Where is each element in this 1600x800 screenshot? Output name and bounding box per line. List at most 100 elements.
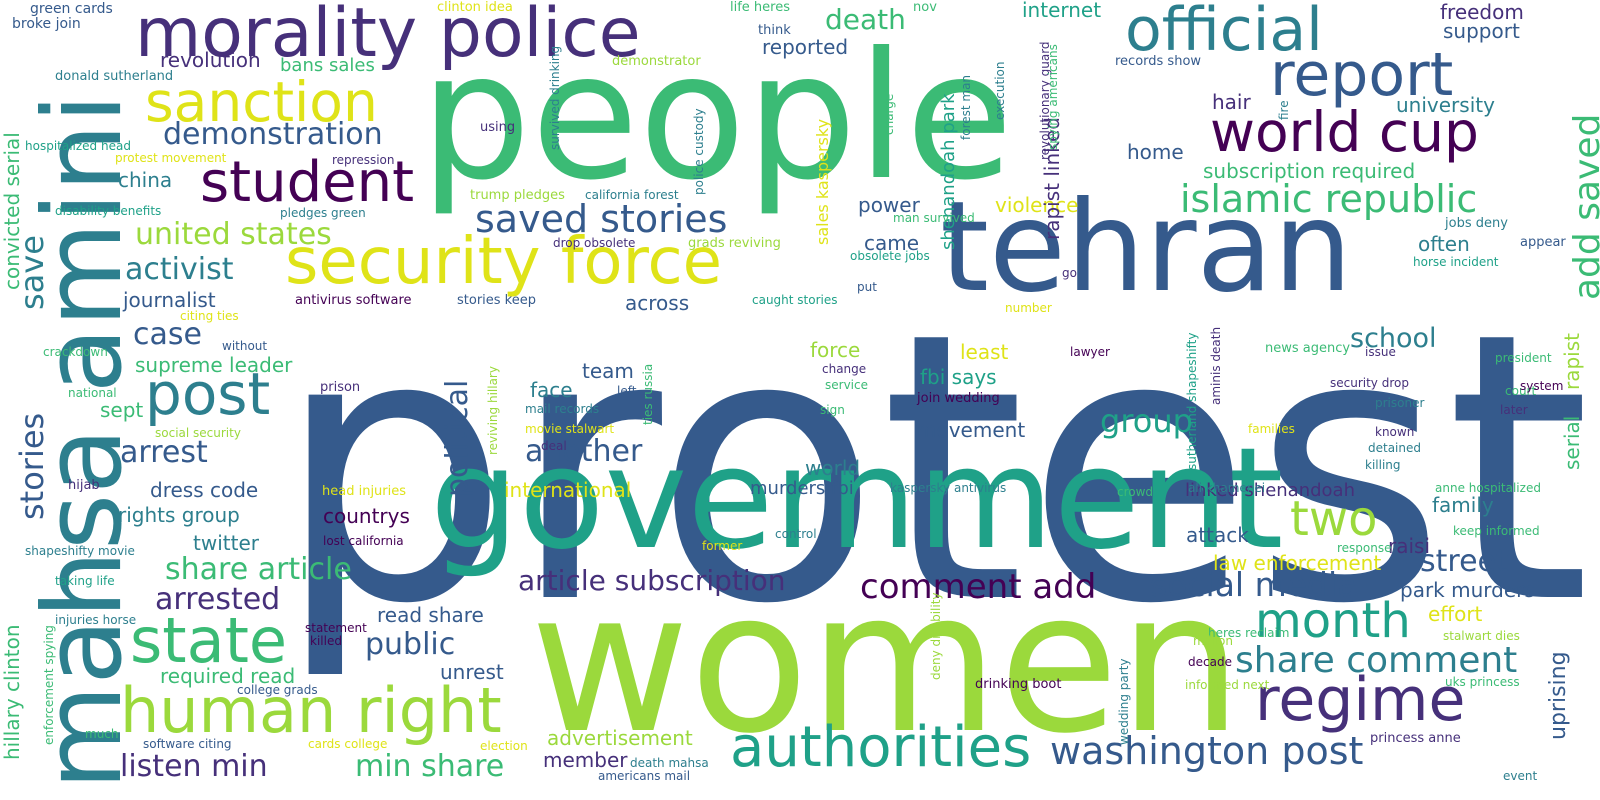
- cloud-word: mail records: [525, 402, 600, 416]
- cloud-word: appear: [1520, 235, 1566, 250]
- cloud-word: came: [864, 231, 920, 255]
- cloud-word: detained: [1368, 441, 1421, 455]
- cloud-word: forest man: [959, 74, 973, 140]
- cloud-word: revolution: [160, 48, 261, 72]
- cloud-word: change: [822, 362, 867, 376]
- cloud-word: software citing: [143, 737, 232, 751]
- cloud-word: subscription required: [1203, 159, 1416, 183]
- cloud-word: response: [1337, 541, 1392, 555]
- cloud-word: often: [1418, 232, 1470, 256]
- cloud-word: former: [702, 539, 743, 553]
- cloud-word: min share: [355, 749, 505, 784]
- cloud-word: team: [582, 359, 634, 383]
- cloud-word: green cards: [30, 1, 113, 17]
- cloud-word: fbi says: [920, 365, 997, 389]
- cloud-word: anne hospitalized: [1435, 481, 1541, 495]
- cloud-word: stalwart dies: [1443, 629, 1520, 643]
- cloud-word: rights group: [118, 503, 240, 527]
- cloud-word: arrest: [120, 435, 208, 470]
- cloud-word: event: [1503, 769, 1538, 783]
- cloud-word: effort: [1428, 602, 1483, 626]
- cloud-word: support: [1443, 19, 1520, 43]
- cloud-word: national: [68, 386, 117, 400]
- cloud-word: clinton idea: [437, 0, 513, 15]
- cloud-word: lost california: [323, 534, 404, 548]
- cloud-word: women: [530, 549, 1243, 776]
- cloud-word: keep informed: [1453, 524, 1540, 538]
- cloud-word: grads reviving: [688, 236, 781, 251]
- cloud-word: drop obsolete: [553, 236, 636, 250]
- cloud-word: countrys: [323, 504, 410, 528]
- cloud-word: antivirus software: [295, 293, 412, 308]
- cloud-word: bans sales: [280, 55, 375, 76]
- cloud-word: social security: [155, 426, 241, 440]
- cloud-word: control: [775, 527, 817, 541]
- cloud-word: protest: [275, 255, 1591, 685]
- cloud-word: enforcement spying: [42, 625, 56, 745]
- cloud-word: cards college: [308, 737, 388, 751]
- cloud-word: put: [857, 280, 877, 294]
- cloud-word: park murders: [1400, 578, 1535, 602]
- cloud-word: stories: [13, 412, 51, 520]
- cloud-word: regime: [1255, 665, 1466, 735]
- cloud-word: horse incident: [1413, 255, 1499, 269]
- cloud-word: pledges green: [280, 206, 366, 220]
- cloud-word: share comment: [1235, 640, 1518, 681]
- cloud-word: shapeshifty movie: [25, 544, 135, 558]
- cloud-word: islamic republic: [1180, 177, 1478, 221]
- cloud-word: kaspersky antivirus: [890, 481, 1007, 495]
- cloud-word: activist: [125, 252, 234, 287]
- cloud-word: journalist: [123, 288, 216, 312]
- cloud-word: post: [145, 360, 271, 428]
- cloud-word: movement: [917, 418, 1026, 442]
- cloud-word: unrest: [440, 660, 504, 684]
- cloud-word: least: [960, 340, 1009, 364]
- cloud-word: go: [1062, 266, 1077, 280]
- cloud-word: hijab: [68, 478, 100, 493]
- cloud-word: using: [480, 120, 516, 135]
- cloud-word: crackdown: [43, 345, 108, 359]
- cloud-word: informed next: [1185, 678, 1270, 692]
- cloud-word: left: [617, 384, 637, 398]
- cloud-word: hillary clinton: [0, 624, 24, 760]
- cloud-word: china: [118, 168, 173, 192]
- cloud-word: security drop: [1330, 376, 1409, 390]
- cloud-word: jobs deny: [1445, 216, 1508, 231]
- cloud-word: rapist: [1560, 333, 1584, 390]
- cloud-word: sutherland shapeshifty: [1185, 332, 1199, 470]
- cloud-word: think: [758, 23, 791, 38]
- cloud-word: death: [825, 3, 906, 36]
- cloud-word: shenandoah park: [938, 93, 959, 250]
- cloud-word: another: [525, 434, 643, 469]
- cloud-word: murders fbi: [750, 478, 854, 499]
- cloud-word: trump pledges: [470, 188, 565, 203]
- cloud-word: sanction: [145, 70, 378, 134]
- cloud-word: university: [1396, 93, 1495, 117]
- cloud-word: uks princess: [1445, 675, 1520, 689]
- cloud-word: violence: [995, 193, 1079, 217]
- cloud-word: advertisement: [547, 726, 693, 750]
- cloud-word: state: [130, 604, 288, 677]
- cloud-word: obsolete jobs: [850, 249, 930, 263]
- cloud-word: add saved: [1567, 113, 1600, 300]
- cloud-word: world cup: [1210, 100, 1479, 164]
- cloud-word: decade: [1188, 655, 1232, 669]
- cloud-word: member: [543, 748, 628, 772]
- cloud-word: report: [1270, 40, 1454, 110]
- cloud-word: attack: [1186, 523, 1249, 547]
- cloud-word: taking life: [55, 574, 115, 588]
- cloud-word: government: [430, 418, 1284, 581]
- cloud-word: deny disability: [929, 592, 943, 680]
- cloud-word: listen min: [120, 749, 268, 784]
- cloud-word: princess anne: [1370, 731, 1461, 746]
- cloud-word: required read: [160, 664, 296, 688]
- cloud-word: court: [1505, 384, 1537, 398]
- cloud-word: united states: [135, 217, 332, 252]
- cloud-word: number: [1005, 301, 1052, 315]
- cloud-word: two: [1290, 491, 1378, 547]
- cloud-word: washington post: [1050, 729, 1364, 773]
- cloud-word: arrested: [155, 582, 281, 617]
- cloud-word: month: [1255, 593, 1411, 649]
- cloud-word: law enforcement: [1213, 551, 1382, 575]
